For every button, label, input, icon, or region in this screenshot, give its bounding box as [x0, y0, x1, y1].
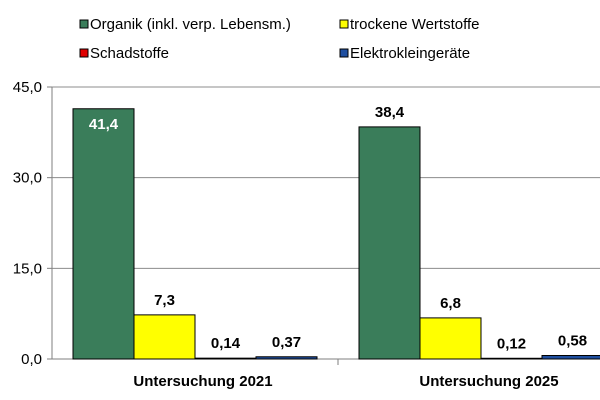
- y-tick-label: 30,0: [13, 170, 42, 187]
- bar-4-1: [255, 356, 318, 360]
- data-label: 0,58: [558, 332, 587, 349]
- bar-3-2: [480, 357, 543, 360]
- bar-2-1: [133, 314, 196, 360]
- data-label: 0,14: [211, 335, 241, 352]
- data-label: 0,37: [272, 334, 301, 351]
- bar-1-1: [72, 108, 135, 360]
- legend-swatch: [339, 48, 349, 58]
- legend-swatch: [79, 48, 89, 58]
- bar-4-2: [541, 354, 600, 360]
- data-label: 7,3: [154, 292, 175, 309]
- bar-3-1: [194, 357, 257, 360]
- y-tick-label: 0,0: [21, 351, 42, 368]
- data-label: 6,8: [440, 295, 461, 312]
- y-tick-label: 15,0: [13, 260, 42, 277]
- legend-swatch: [79, 19, 89, 29]
- legend-label: Schadstoffe: [90, 45, 169, 62]
- bar-2-2: [419, 317, 482, 360]
- x-category-label: Untersuchung 2021: [133, 373, 272, 390]
- legend-label: Elektrokleingeräte: [350, 45, 470, 62]
- y-tick-label: 45,0: [13, 79, 42, 96]
- bar-1-2: [358, 126, 421, 360]
- data-label: 0,12: [497, 335, 526, 352]
- legend-label: Organik (inkl. verp. Lebensm.): [90, 16, 291, 33]
- legend-swatch: [339, 19, 349, 29]
- data-label: 38,4: [375, 104, 405, 121]
- data-label: 41,4: [89, 116, 119, 133]
- legend-label: trockene Wertstoffe: [350, 16, 480, 33]
- x-category-label: Untersuchung 2025: [419, 373, 558, 390]
